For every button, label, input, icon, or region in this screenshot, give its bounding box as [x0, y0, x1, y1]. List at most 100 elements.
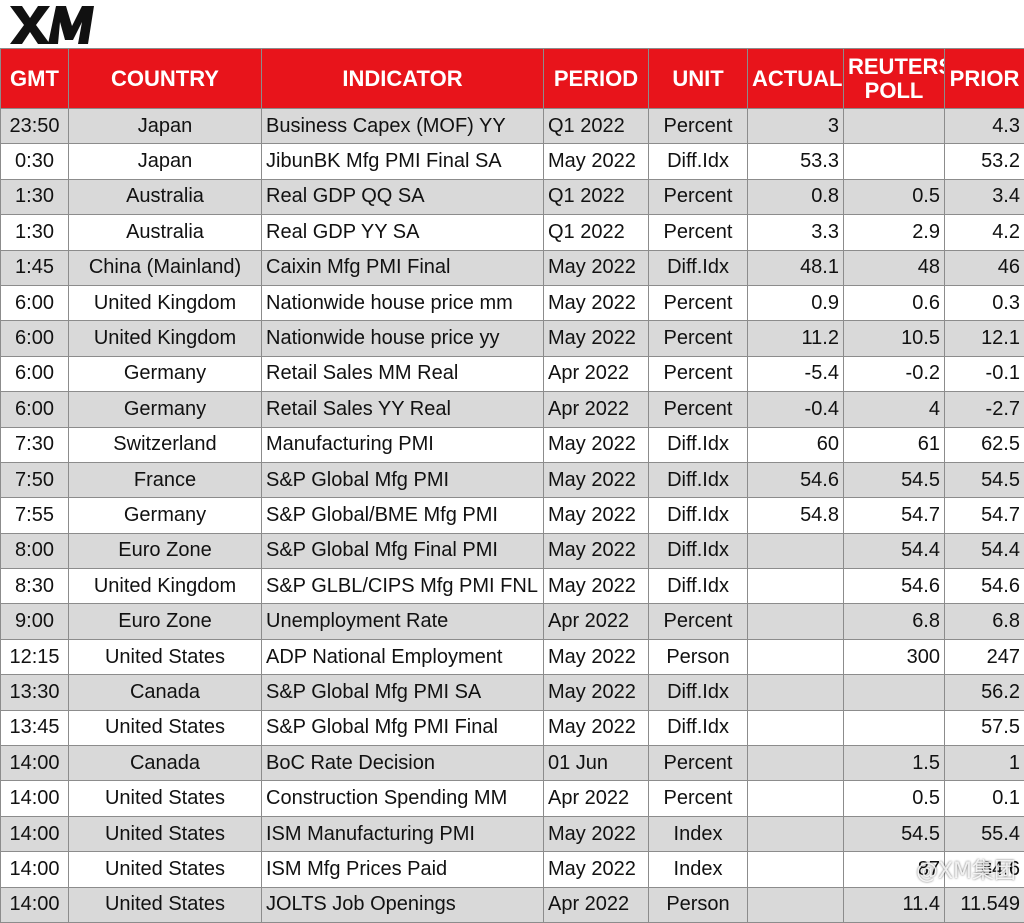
- cell-actual: [747, 745, 844, 782]
- cell-period: May 2022: [543, 320, 649, 357]
- cell-gmt: 0:30: [0, 143, 69, 180]
- cell-reuters-poll: 0.5: [843, 178, 945, 216]
- cell-unit: Diff.Idx: [648, 532, 748, 570]
- cell-unit: Diff.Idx: [648, 461, 748, 499]
- cell-actual: [747, 851, 844, 888]
- cell-reuters-poll: 54.4: [843, 532, 945, 570]
- cell-period: May 2022: [543, 143, 649, 180]
- cell-country: Canada: [68, 745, 262, 782]
- cell-reuters-poll: 54.7: [843, 497, 945, 534]
- cell-prior: 1: [944, 745, 1024, 782]
- cell-reuters-poll: 0.6: [843, 284, 945, 322]
- table-row: 1:30 Australia Real GDP QQ SA Q1 2022 Percen…: [0, 178, 1024, 216]
- cell-unit: Diff.Idx: [648, 249, 748, 286]
- cell-gmt: 13:30: [0, 674, 69, 711]
- cell-prior: 54.5: [944, 461, 1024, 499]
- cell-indicator: Real GDP QQ SA: [261, 178, 544, 216]
- cell-reuters-poll: 10.5: [843, 320, 945, 357]
- cell-gmt: 7:55: [0, 497, 69, 534]
- cell-country: United Kingdom: [68, 320, 262, 357]
- cell-actual: 60: [747, 426, 844, 463]
- cell-prior: -0.1: [944, 355, 1024, 393]
- cell-prior: 54.4: [944, 532, 1024, 570]
- cell-indicator: S&P Global Mfg PMI SA: [261, 674, 544, 711]
- table-row: 7:30 Switzerland Manufacturing PMI May 2022…: [0, 426, 1024, 463]
- table-row: 8:30 United Kingdom S&P GLBL/CIPS Mfg PMI …: [0, 568, 1024, 605]
- table-row: 1:30 Australia Real GDP YY SA Q1 2022 Percen…: [0, 214, 1024, 251]
- watermark-text: @XM集团: [915, 859, 1016, 884]
- cell-indicator: S&P Global Mfg PMI: [261, 461, 544, 499]
- cell-actual: 48.1: [747, 249, 844, 286]
- cell-prior: 57.5: [944, 709, 1024, 747]
- cell-gmt: 14:00: [0, 745, 69, 782]
- cell-actual: [747, 674, 844, 711]
- watermark: @XM集团: [916, 853, 1016, 885]
- cell-actual: [747, 532, 844, 570]
- cell-prior: 54.7: [944, 497, 1024, 534]
- cell-period: May 2022: [543, 532, 649, 570]
- cell-period: May 2022: [543, 638, 649, 676]
- cell-reuters-poll: 4: [843, 391, 945, 428]
- cell-indicator: Retail Sales YY Real: [261, 391, 544, 428]
- cell-unit: Percent: [648, 745, 748, 782]
- cell-period: Apr 2022: [543, 780, 649, 817]
- cell-actual: 54.6: [747, 461, 844, 499]
- header-country: COUNTRY: [68, 48, 262, 109]
- cell-reuters-poll: [843, 709, 945, 747]
- cell-country: United States: [68, 851, 262, 888]
- cell-period: Apr 2022: [543, 355, 649, 393]
- cell-prior: 46: [944, 249, 1024, 286]
- cell-gmt: 14:00: [0, 851, 69, 888]
- table-row: 7:50 France S&P Global Mfg PMI May 2022 Diff…: [0, 461, 1024, 499]
- cell-country: United States: [68, 886, 262, 923]
- cell-period: May 2022: [543, 426, 649, 463]
- cell-unit: Percent: [648, 355, 748, 393]
- cell-prior: 4.3: [944, 107, 1024, 145]
- cell-indicator: Construction Spending MM: [261, 780, 544, 817]
- cell-period: 01 Jun: [543, 745, 649, 782]
- cell-country: United States: [68, 638, 262, 676]
- cell-unit: Percent: [648, 178, 748, 216]
- cell-country: Germany: [68, 391, 262, 428]
- header-period: PERIOD: [543, 48, 649, 109]
- header-gmt: GMT: [0, 48, 69, 109]
- cell-country: United States: [68, 815, 262, 853]
- cell-actual: 0.8: [747, 178, 844, 216]
- cell-period: Q1 2022: [543, 178, 649, 216]
- table-row: 14:00 United States JOLTS Job Openings Apr …: [0, 886, 1024, 923]
- cell-indicator: Business Capex (MOF) YY: [261, 107, 544, 145]
- cell-country: Germany: [68, 355, 262, 393]
- cell-unit: Diff.Idx: [648, 497, 748, 534]
- cell-unit: Person: [648, 886, 748, 923]
- cell-reuters-poll: -0.2: [843, 355, 945, 393]
- cell-gmt: 6:00: [0, 355, 69, 393]
- cell-country: Japan: [68, 143, 262, 180]
- cell-country: United States: [68, 780, 262, 817]
- header-indicator: INDICATOR: [261, 48, 544, 109]
- cell-reuters-poll: 54.5: [843, 815, 945, 853]
- cell-prior: -2.7: [944, 391, 1024, 428]
- xm-logo: [10, 2, 102, 48]
- header-unit: UNIT: [648, 48, 748, 109]
- table-row: 12:15 United States ADP National Employmen…: [0, 638, 1024, 676]
- cell-unit: Index: [648, 851, 748, 888]
- cell-actual: -5.4: [747, 355, 844, 393]
- cell-gmt: 9:00: [0, 603, 69, 640]
- cell-country: United States: [68, 709, 262, 747]
- table-row: 13:30 Canada S&P Global Mfg PMI SA May 2022…: [0, 674, 1024, 711]
- cell-period: Apr 2022: [543, 603, 649, 640]
- cell-unit: Percent: [648, 391, 748, 428]
- table-row: 14:00 United States ISM Manufacturing PMI M…: [0, 815, 1024, 853]
- cell-unit: Percent: [648, 107, 748, 145]
- table-row: 7:55 Germany S&P Global/BME Mfg PMI May 202…: [0, 497, 1024, 534]
- cell-actual: 0.9: [747, 284, 844, 322]
- cell-actual: [747, 780, 844, 817]
- cell-indicator: JibunBK Mfg PMI Final SA: [261, 143, 544, 180]
- table-body: 23:50 Japan Business Capex (MOF) YY Q1 2022…: [0, 107, 1024, 923]
- cell-reuters-poll: 11.4: [843, 886, 945, 923]
- cell-unit: Diff.Idx: [648, 426, 748, 463]
- cell-country: Australia: [68, 178, 262, 216]
- cell-country: United Kingdom: [68, 284, 262, 322]
- cell-indicator: S&P Global Mfg Final PMI: [261, 532, 544, 570]
- header-prior: PRIOR: [944, 48, 1024, 109]
